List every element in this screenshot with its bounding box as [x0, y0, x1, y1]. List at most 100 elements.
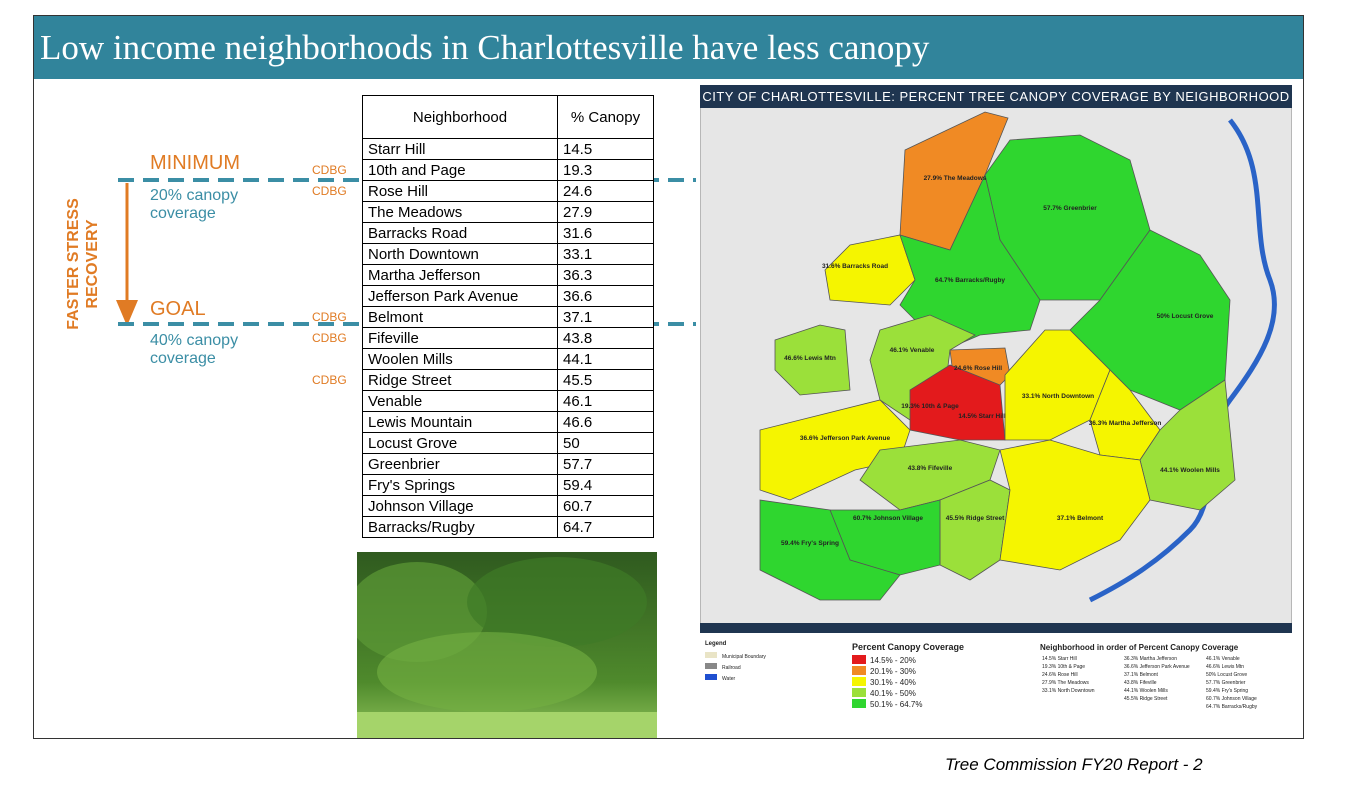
table-row: Belmont 37.1	[362, 306, 654, 328]
legend-item: Water	[722, 676, 735, 682]
neighborhood-cell: Locust Grove	[362, 432, 558, 454]
order-item: 50% Locust Grove	[1206, 672, 1247, 678]
photo	[357, 552, 657, 738]
coverage-swatch	[852, 677, 866, 686]
canopy-cell: 24.6	[557, 180, 654, 202]
table-row: Rose Hill 24.6	[362, 180, 654, 202]
canopy-cell: 57.7	[557, 453, 654, 475]
arrow-head	[116, 300, 138, 326]
table-row: Locust Grove 50	[362, 432, 654, 454]
legend-swatch	[705, 652, 717, 658]
canopy-table: Neighborhood% Canopy Starr Hill 14.5 10th …	[362, 95, 654, 538]
neighborhood-cell: Martha Jefferson	[362, 264, 558, 286]
order-item: 36.3% Martha Jefferson	[1124, 656, 1177, 662]
map-label: 36.3% Martha Jefferson	[1089, 420, 1162, 427]
map-label: 37.1% Belmont	[1057, 515, 1104, 522]
table-row: Jefferson Park Avenue 36.6	[362, 285, 654, 307]
canopy-cell: 37.1	[557, 306, 654, 328]
coverage-item: 20.1% - 30%	[870, 667, 916, 676]
neighborhood-cell: Ridge Street	[362, 369, 558, 391]
minimum-text: 20% canopy coverage	[150, 187, 239, 222]
map-label: 43.8% Fifeville	[908, 465, 953, 472]
canopy-cell: 27.9	[557, 201, 654, 223]
cdbg-tag: CDBG	[312, 163, 347, 177]
map-label: 64.7% Barracks/Rugby	[935, 277, 1005, 284]
cdbg-tag: CDBG	[312, 331, 347, 345]
slide-frame	[33, 15, 1304, 739]
neighborhood-cell: The Meadows	[362, 201, 558, 223]
legend-swatch	[705, 674, 717, 680]
canopy-map: CITY OF CHARLOTTESVILLE: PERCENT TREE CA…	[700, 85, 1292, 737]
coverage-title: Percent Canopy Coverage	[852, 642, 964, 652]
neighborhoods	[759, 111, 1236, 601]
neighborhood-cell: 10th and Page	[362, 159, 558, 181]
map-label: 33.1% North Downtown	[1022, 393, 1094, 400]
canopy-cell: 59.4	[557, 474, 654, 496]
coverage-item: 14.5% - 20%	[870, 656, 916, 665]
map-label: 19.3% 10th & Page	[901, 403, 959, 410]
order-item: 46.6% Lewis Mtn	[1206, 664, 1244, 670]
canopy-cell: 64.7	[557, 516, 654, 538]
order-item: 19.3% 10th & Page	[1042, 664, 1085, 670]
legend-item: Municipal Boundary	[722, 654, 766, 660]
cdbg-tag: CDBG	[312, 373, 347, 387]
minimum-label: MINIMUM	[150, 152, 240, 174]
neighborhood-cell: Woolen Mills	[362, 348, 558, 370]
footer: Tree Commission FY20 Report - 2	[945, 755, 1203, 774]
table-row: Lewis Mountain 46.6	[362, 411, 654, 433]
table-row: Barracks/Rugby 64.7	[362, 516, 654, 538]
table-row: Ridge Street 45.5	[362, 369, 654, 391]
order-item: 64.7% Barracks/Rugby	[1206, 704, 1258, 710]
map-label: 24.6% Rose Hill	[954, 365, 1002, 372]
canopy-cell: 46.6	[557, 411, 654, 433]
neighborhood-cell: Fry's Springs	[362, 474, 558, 496]
order-item: 24.6% Rose Hill	[1042, 672, 1078, 678]
order-item: 43.8% Fifeville	[1124, 680, 1157, 686]
coverage-swatch	[852, 666, 866, 675]
canopy-cell: 60.7	[557, 495, 654, 517]
legend-item: Railroad	[722, 665, 741, 671]
canopy-cell: 46.1	[557, 390, 654, 412]
map-label: 27.9% The Meadows	[924, 175, 987, 182]
order-item: 37.1% Belmont	[1124, 672, 1159, 678]
table-row: North Downtown 33.1	[362, 243, 654, 265]
coverage-swatch	[852, 699, 866, 708]
order-item: 46.1% Venable	[1206, 656, 1240, 662]
table-row: Barracks Road 31.6	[362, 222, 654, 244]
map-label: 60.7% Johnson Village	[853, 515, 923, 522]
canopy-cell: 50	[557, 432, 654, 454]
order-item: 14.5% Starr Hill	[1042, 656, 1077, 662]
table-row: Greenbrier 57.7	[362, 453, 654, 475]
header-cell: % Canopy	[557, 95, 654, 139]
header-cell: Neighborhood	[362, 95, 558, 139]
legend-title: Legend	[705, 641, 727, 647]
order-item: 27.9% The Meadows	[1042, 680, 1089, 686]
header-row: Neighborhood% Canopy	[362, 95, 654, 139]
map-label: 59.4% Fry's Spring	[781, 540, 839, 547]
canopy-cell: 36.6	[557, 285, 654, 307]
neighborhood-cell: Johnson Village	[362, 495, 558, 517]
map-label: 46.6% Lewis Mtn	[784, 355, 836, 362]
coverage-swatch	[852, 688, 866, 697]
legend-swatch	[705, 663, 717, 669]
order-item: 36.6% Jefferson Park Avenue	[1124, 664, 1190, 670]
coverage-item: 40.1% - 50%	[870, 689, 916, 698]
neighborhood-cell: Barracks Road	[362, 222, 558, 244]
neighborhood-cell: North Downtown	[362, 243, 558, 265]
map-label: 50% Locust Grove	[1157, 313, 1214, 320]
order-item: 45.5% Ridge Street	[1124, 696, 1168, 702]
map-label: 14.5% Starr Hill	[958, 413, 1006, 420]
order-item: 57.7% Greenbrier	[1206, 680, 1246, 686]
map-label: 45.5% Ridge Street	[946, 515, 1005, 522]
table-row: The Meadows 27.9	[362, 201, 654, 223]
table-row: Fifeville 43.8	[362, 327, 654, 349]
order-item: 44.1% Woolen Mills	[1124, 688, 1168, 694]
neighborhood-cell: Starr Hill	[362, 138, 558, 160]
table-row: Starr Hill 14.5	[362, 138, 654, 160]
coverage-item: 50.1% - 64.7%	[870, 700, 922, 709]
coverage-swatch	[852, 655, 866, 664]
cdbg-tag: CDBG	[312, 184, 347, 198]
map-label: 57.7% Greenbrier	[1043, 205, 1097, 212]
goal-text: 40% canopy coverage	[150, 332, 239, 367]
